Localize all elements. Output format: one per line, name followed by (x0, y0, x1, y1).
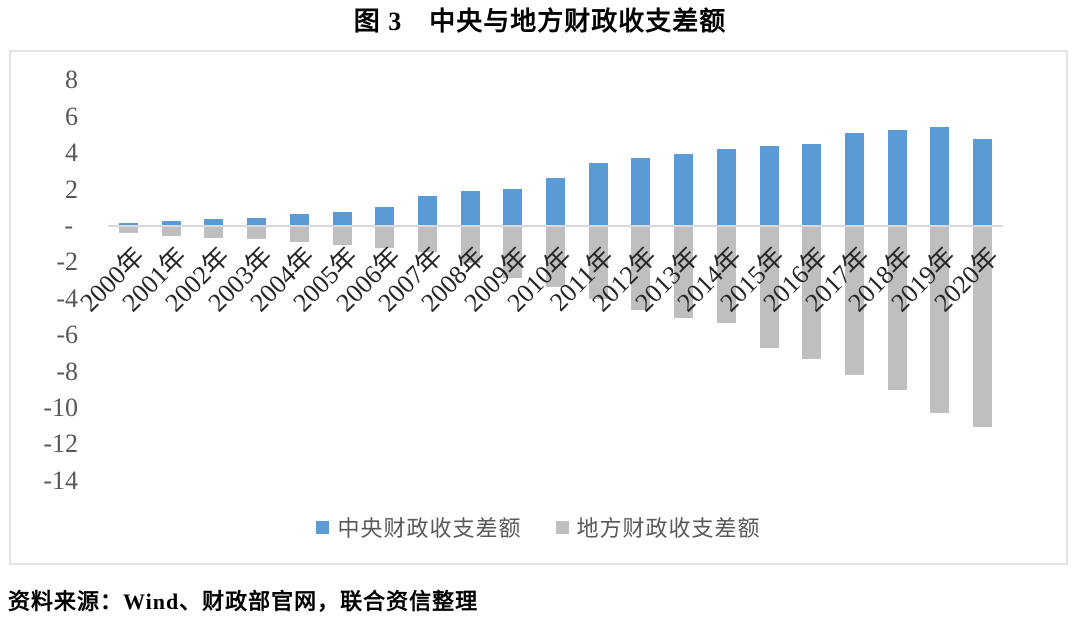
bar-central (119, 223, 138, 226)
bar-central (717, 149, 736, 226)
bar-central (973, 139, 992, 226)
plot-area: 中央财政收支差额 地方财政收支差额 8 6 4 2 - -2 -4 -6 -8 -10 -12 -14… (9, 50, 1068, 565)
bar-central (375, 207, 394, 226)
legend-swatch-central-icon (316, 520, 330, 534)
bar-central (290, 214, 309, 226)
bar-local (845, 226, 864, 375)
bar-local (589, 226, 608, 299)
bar-central (888, 130, 907, 226)
bar-central (930, 127, 949, 226)
x-axis-zero-line (108, 225, 1003, 227)
bar-local (375, 226, 394, 248)
y-axis-tick-label: 2 (65, 175, 78, 204)
bar-central (333, 212, 352, 226)
legend-label-local: 地方财政收支差额 (576, 516, 761, 541)
legend-item-local: 地方财政收支差额 (555, 511, 761, 543)
bar-central (204, 219, 223, 226)
bar-local (760, 226, 779, 348)
y-axis-tick-label: -10 (43, 393, 78, 422)
legend-item-central: 中央财政收支差额 (316, 511, 521, 543)
y-axis-tick-label: -6 (56, 320, 78, 349)
bar-central (631, 158, 650, 226)
bar-local (546, 226, 565, 287)
bar-local (674, 226, 693, 318)
y-axis-tick-label: 4 (65, 138, 78, 167)
y-axis-tick-label: -2 (56, 247, 78, 276)
legend: 中央财政收支差额 地方财政收支差额 (11, 511, 1066, 543)
bar-central (503, 189, 522, 226)
bar-central (418, 196, 437, 226)
bar-local (631, 226, 650, 310)
y-axis-tick-label: -14 (43, 466, 78, 495)
bar-local (461, 226, 480, 263)
bar-central (247, 218, 266, 226)
bar-local (247, 226, 266, 239)
y-axis-tick-label: - (64, 211, 73, 240)
bar-central (461, 191, 480, 226)
bar-local (333, 226, 352, 245)
bar-central (845, 133, 864, 226)
y-axis-tick-label: -12 (43, 429, 78, 458)
bar-central (589, 163, 608, 226)
y-axis-tick-label: 8 (65, 65, 78, 94)
legend-label-central: 中央财政收支差额 (337, 516, 522, 541)
bar-central (674, 154, 693, 226)
bar-local (503, 226, 522, 278)
bar-local (204, 226, 223, 238)
legend-swatch-local-icon (555, 520, 569, 534)
y-axis-tick-label: -8 (56, 357, 78, 386)
bar-local (290, 226, 309, 242)
bar-local (973, 226, 992, 427)
bar-central (546, 178, 565, 226)
bar-central (802, 144, 821, 226)
bar-local (162, 226, 181, 236)
chart-title: 图 3 中央与地方财政收支差额 (353, 7, 727, 36)
bar-local (418, 226, 437, 252)
bar-local (717, 226, 736, 323)
source-note: 资料来源：Wind、财政部官网，联合资信整理 (8, 589, 479, 614)
y-axis-tick-label: -4 (56, 284, 78, 313)
bar-local (930, 226, 949, 413)
bar-central (162, 221, 181, 226)
y-axis-tick-label: 6 (65, 102, 78, 131)
bar-local (888, 226, 907, 390)
bar-central (760, 146, 779, 226)
bar-local (802, 226, 821, 359)
bar-local (119, 226, 138, 233)
